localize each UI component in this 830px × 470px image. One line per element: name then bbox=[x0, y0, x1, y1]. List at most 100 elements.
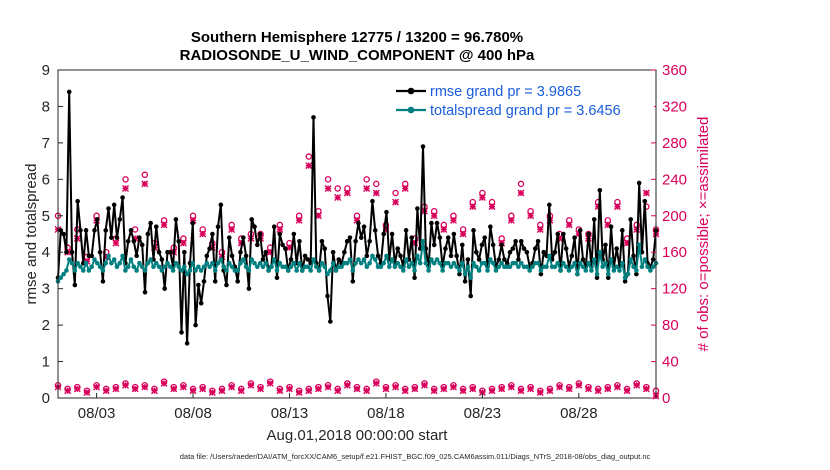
obs-assimilated-marker bbox=[594, 203, 602, 211]
obs-assimilated-marker bbox=[363, 387, 371, 395]
totalspread-point bbox=[165, 260, 170, 266]
rmse-point bbox=[336, 257, 342, 262]
totalspread-point bbox=[631, 264, 636, 270]
totalspread-point bbox=[285, 268, 291, 273]
rmse-point bbox=[409, 235, 415, 240]
totalspread-point bbox=[325, 271, 330, 277]
rmse-point bbox=[634, 271, 639, 277]
obs-assimilated-marker bbox=[141, 180, 149, 188]
rmse-point bbox=[465, 257, 471, 262]
totalspread-point bbox=[78, 264, 83, 270]
y-axis-left-label: rmse and totalspread bbox=[23, 164, 40, 305]
obs-assimilated-marker bbox=[189, 387, 197, 395]
totalspread-point bbox=[457, 268, 462, 273]
rmse-point bbox=[415, 206, 420, 211]
obs-possible-marker bbox=[141, 171, 149, 179]
totalspread-point bbox=[252, 260, 257, 266]
y-left-tick-label: 2 bbox=[42, 317, 50, 334]
totalspread-point bbox=[482, 260, 488, 266]
totalspread-point bbox=[589, 268, 594, 273]
obs-assimilated-marker bbox=[353, 385, 361, 393]
rmse-point bbox=[642, 198, 648, 204]
rmse-point bbox=[168, 249, 173, 255]
data-file-footer: data file: /Users/raeder/DAI/ATM_forcXX/… bbox=[180, 452, 651, 461]
totalspread-point bbox=[61, 271, 66, 277]
obs-assimilated-marker bbox=[131, 235, 139, 243]
obs-assimilated-marker bbox=[266, 379, 274, 387]
totalspread-point bbox=[538, 268, 544, 273]
y-right-tick-label: 360 bbox=[662, 62, 687, 79]
totalspread-point bbox=[465, 264, 471, 270]
y-left-tick-label: 8 bbox=[42, 98, 50, 115]
y-right-tick-label: 160 bbox=[662, 244, 687, 261]
rmse-point bbox=[342, 249, 347, 255]
rmse-point bbox=[429, 220, 434, 226]
rmse-point bbox=[499, 242, 504, 248]
obs-assimilated-marker bbox=[122, 184, 130, 192]
totalspread-point bbox=[229, 264, 235, 270]
obs-assimilated-marker bbox=[218, 387, 226, 395]
rmse-point bbox=[524, 249, 530, 255]
obs-assimilated-marker bbox=[324, 383, 332, 391]
totalspread-point bbox=[291, 260, 297, 266]
obs-assimilated-marker bbox=[276, 225, 284, 233]
obs-assimilated-marker bbox=[469, 385, 477, 393]
obs-assimilated-marker bbox=[411, 385, 419, 393]
totalspread-point bbox=[305, 264, 311, 270]
totalspread-point bbox=[431, 260, 437, 266]
obs-assimilated-marker bbox=[189, 216, 197, 224]
rmse-point bbox=[83, 228, 89, 233]
rmse-point bbox=[532, 246, 538, 251]
obs-assimilated-marker bbox=[565, 385, 573, 393]
rmse-point bbox=[555, 231, 561, 237]
obs-assimilated-marker bbox=[160, 379, 168, 387]
rmse-point bbox=[64, 249, 69, 255]
obs-assimilated-marker bbox=[93, 383, 101, 391]
rmse-point bbox=[628, 217, 634, 222]
totalspread-point bbox=[386, 264, 392, 270]
x-tick-label: 08/18 bbox=[367, 405, 405, 422]
rmse-point bbox=[103, 228, 109, 233]
rmse-point bbox=[620, 228, 625, 233]
obs-assimilated-marker bbox=[430, 387, 438, 395]
obs-assimilated-marker bbox=[604, 221, 612, 229]
totalspread-point bbox=[650, 264, 656, 270]
obs-assimilated-marker bbox=[623, 239, 631, 247]
totalspread-point bbox=[527, 268, 532, 273]
obs-possible-marker bbox=[373, 180, 380, 188]
rmse-point bbox=[586, 231, 591, 237]
obs-assimilated-marker bbox=[305, 162, 313, 170]
totalspread-point bbox=[406, 264, 412, 270]
totalspread-point bbox=[269, 264, 274, 270]
y-left-tick-label: 9 bbox=[42, 62, 50, 79]
obs-assimilated-marker bbox=[556, 235, 564, 243]
totalspread-point bbox=[555, 260, 561, 266]
rmse-point bbox=[328, 319, 333, 324]
totalspread-point bbox=[381, 260, 386, 266]
obs-assimilated-marker bbox=[517, 387, 525, 395]
totalspread-point bbox=[100, 268, 106, 273]
totalspread-point bbox=[72, 268, 78, 273]
y-left-tick-label: 3 bbox=[42, 281, 50, 298]
obs-possible-marker bbox=[122, 176, 129, 183]
totalspread-point bbox=[471, 260, 476, 266]
totalspread-point bbox=[516, 264, 521, 270]
obs-assimilated-marker bbox=[102, 387, 110, 395]
totalspread-point bbox=[639, 264, 645, 270]
rmse-point bbox=[243, 253, 249, 259]
y-left-tick-label: 4 bbox=[42, 244, 50, 261]
obs-assimilated-marker bbox=[459, 230, 467, 238]
rmse-point bbox=[142, 290, 148, 295]
rmse-point bbox=[356, 220, 361, 226]
obs-possible-marker bbox=[305, 153, 313, 160]
y-right-tick-label: 320 bbox=[662, 98, 687, 115]
rmse-point bbox=[66, 89, 72, 95]
rmse-point bbox=[367, 238, 372, 244]
totalspread-point bbox=[131, 264, 137, 270]
obs-assimilated-marker bbox=[527, 212, 535, 220]
totalspread-point bbox=[328, 268, 333, 273]
totalspread-point bbox=[156, 264, 162, 270]
totalspread-point bbox=[488, 257, 493, 262]
rmse-point bbox=[156, 249, 162, 255]
